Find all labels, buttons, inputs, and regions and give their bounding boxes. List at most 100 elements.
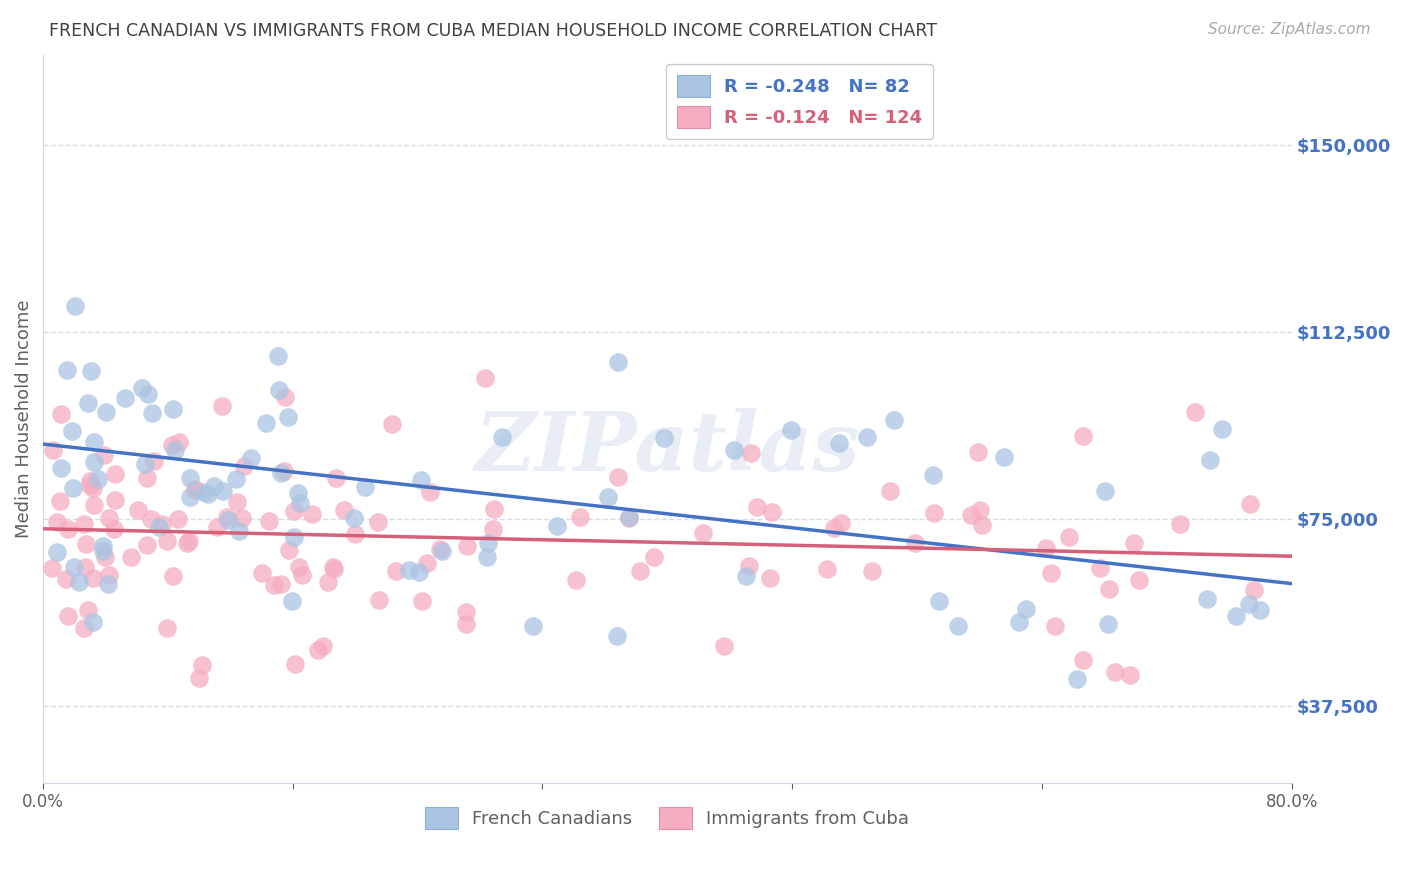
Point — [156, 622, 179, 636]
Point — [454, 616, 477, 631]
Point — [225, 472, 247, 486]
Point — [1104, 665, 1126, 680]
Point — [63, 299, 86, 313]
Point — [738, 559, 761, 574]
Point — [136, 387, 159, 401]
Point — [75, 559, 97, 574]
Point — [1195, 591, 1218, 606]
Point — [277, 410, 299, 425]
Point — [274, 390, 297, 404]
Point — [1239, 497, 1261, 511]
Point — [79, 474, 101, 488]
Point — [283, 504, 305, 518]
Point — [454, 605, 477, 619]
Point — [217, 513, 239, 527]
Text: FRENCH CANADIAN VS IMMIGRANTS FROM CUBA MEDIAN HOUSEHOLD INCOME CORRELATION CHAR: FRENCH CANADIAN VS IMMIGRANTS FROM CUBA … — [49, 22, 938, 40]
Point — [167, 435, 190, 450]
Point — [104, 467, 127, 482]
Point — [740, 446, 762, 460]
Point — [409, 473, 432, 487]
Point — [1243, 582, 1265, 597]
Point — [79, 478, 101, 492]
Legend: French Canadians, Immigrants from Cuba: French Canadians, Immigrants from Cuba — [418, 799, 917, 836]
Point — [823, 521, 845, 535]
Point — [569, 510, 592, 524]
Point — [1237, 597, 1260, 611]
Point — [94, 405, 117, 419]
Point — [77, 603, 100, 617]
Point — [1098, 582, 1121, 596]
Point — [202, 479, 225, 493]
Point — [134, 457, 156, 471]
Point — [883, 412, 905, 426]
Point — [72, 621, 94, 635]
Point — [93, 544, 115, 558]
Point — [316, 574, 339, 589]
Point — [45, 545, 67, 559]
Point — [127, 503, 149, 517]
Point — [278, 543, 301, 558]
Point — [212, 484, 235, 499]
Point — [56, 522, 79, 536]
Point — [1039, 566, 1062, 580]
Point — [259, 515, 281, 529]
Point — [197, 486, 219, 500]
Point — [565, 573, 588, 587]
Text: ZIPatlas: ZIPatlas — [474, 409, 860, 488]
Point — [98, 568, 121, 582]
Point — [288, 560, 311, 574]
Point — [75, 537, 97, 551]
Point — [619, 510, 641, 524]
Point — [922, 467, 945, 482]
Point — [522, 619, 544, 633]
Point — [76, 395, 98, 409]
Point — [254, 417, 277, 431]
Point — [1211, 422, 1233, 436]
Point — [82, 481, 104, 495]
Point — [104, 493, 127, 508]
Point — [491, 430, 513, 444]
Point — [165, 442, 187, 457]
Point — [967, 445, 990, 459]
Point — [1008, 615, 1031, 630]
Point — [80, 364, 103, 378]
Point — [993, 450, 1015, 465]
Point — [692, 526, 714, 541]
Point — [131, 380, 153, 394]
Point — [83, 498, 105, 512]
Point — [828, 435, 851, 450]
Point — [354, 480, 377, 494]
Point — [325, 470, 347, 484]
Point — [333, 503, 356, 517]
Point — [759, 571, 782, 585]
Point — [860, 564, 883, 578]
Point — [482, 523, 505, 537]
Point — [167, 512, 190, 526]
Point — [267, 384, 290, 398]
Point — [290, 496, 312, 510]
Text: Source: ZipAtlas.com: Source: ZipAtlas.com — [1208, 22, 1371, 37]
Point — [156, 533, 179, 548]
Point — [193, 484, 215, 499]
Point — [162, 569, 184, 583]
Point — [187, 672, 209, 686]
Point — [148, 519, 170, 533]
Point — [55, 572, 77, 586]
Point — [1184, 405, 1206, 419]
Point — [1225, 609, 1247, 624]
Point — [82, 571, 104, 585]
Point — [1122, 536, 1144, 550]
Point — [177, 533, 200, 548]
Point — [1249, 603, 1271, 617]
Point — [381, 417, 404, 431]
Point — [239, 451, 262, 466]
Point — [815, 562, 838, 576]
Point — [1045, 619, 1067, 633]
Point — [62, 481, 84, 495]
Point — [184, 483, 207, 498]
Point — [477, 536, 499, 550]
Point — [430, 544, 453, 558]
Point — [291, 567, 314, 582]
Point — [745, 500, 768, 514]
Point — [233, 458, 256, 473]
